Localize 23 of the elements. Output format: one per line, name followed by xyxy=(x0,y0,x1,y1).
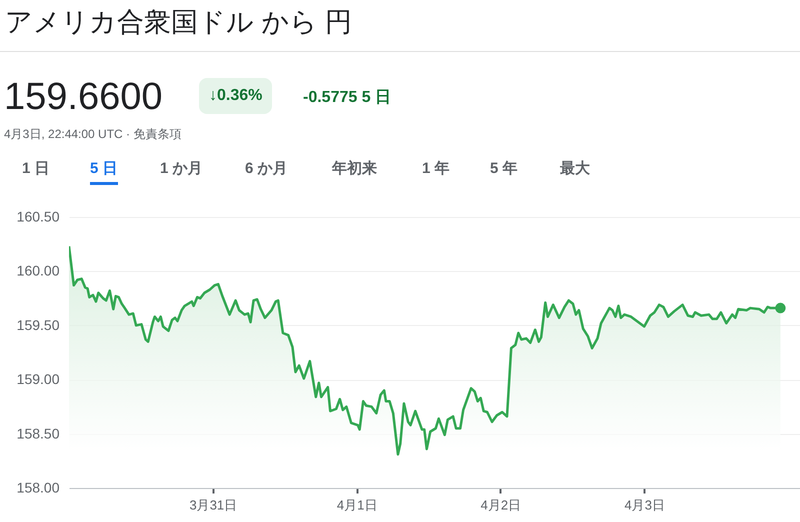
text: 4月3日, 22:44:00 UTC · 免責条項 xyxy=(4,126,182,143)
x-tick-label: 4月3日 xyxy=(624,498,665,512)
text: -0.5775 5 日 xyxy=(303,88,392,108)
text: 159.6600 xyxy=(4,76,162,119)
text: ↓0.36% xyxy=(199,78,272,114)
text: 5 日 xyxy=(90,159,118,185)
text: 年初来 xyxy=(332,159,377,178)
y-tick-label: 160.50 xyxy=(16,208,60,224)
x-tick-label: 4月1日 xyxy=(336,498,378,512)
text: 6 か月 xyxy=(245,159,288,178)
x-tick-label: 3月31日 xyxy=(189,498,238,512)
text: 1 か月 xyxy=(160,159,203,178)
y-tick-label: 158.50 xyxy=(16,425,60,442)
y-tick-label: 158.00 xyxy=(16,480,60,496)
y-tick-label: 159.50 xyxy=(16,316,60,333)
chart-title: アメリカ合衆国ドル から 円 xyxy=(5,6,352,39)
y-tick-label: 160.00 xyxy=(16,262,60,279)
y-tick-label: 159.00 xyxy=(16,371,60,388)
text: 1 日 xyxy=(22,159,50,178)
x-tick-label: 4月2日 xyxy=(480,498,522,512)
text: 最大 xyxy=(560,159,590,178)
text: 1 年 xyxy=(422,159,450,178)
text: 5 年 xyxy=(490,159,518,178)
